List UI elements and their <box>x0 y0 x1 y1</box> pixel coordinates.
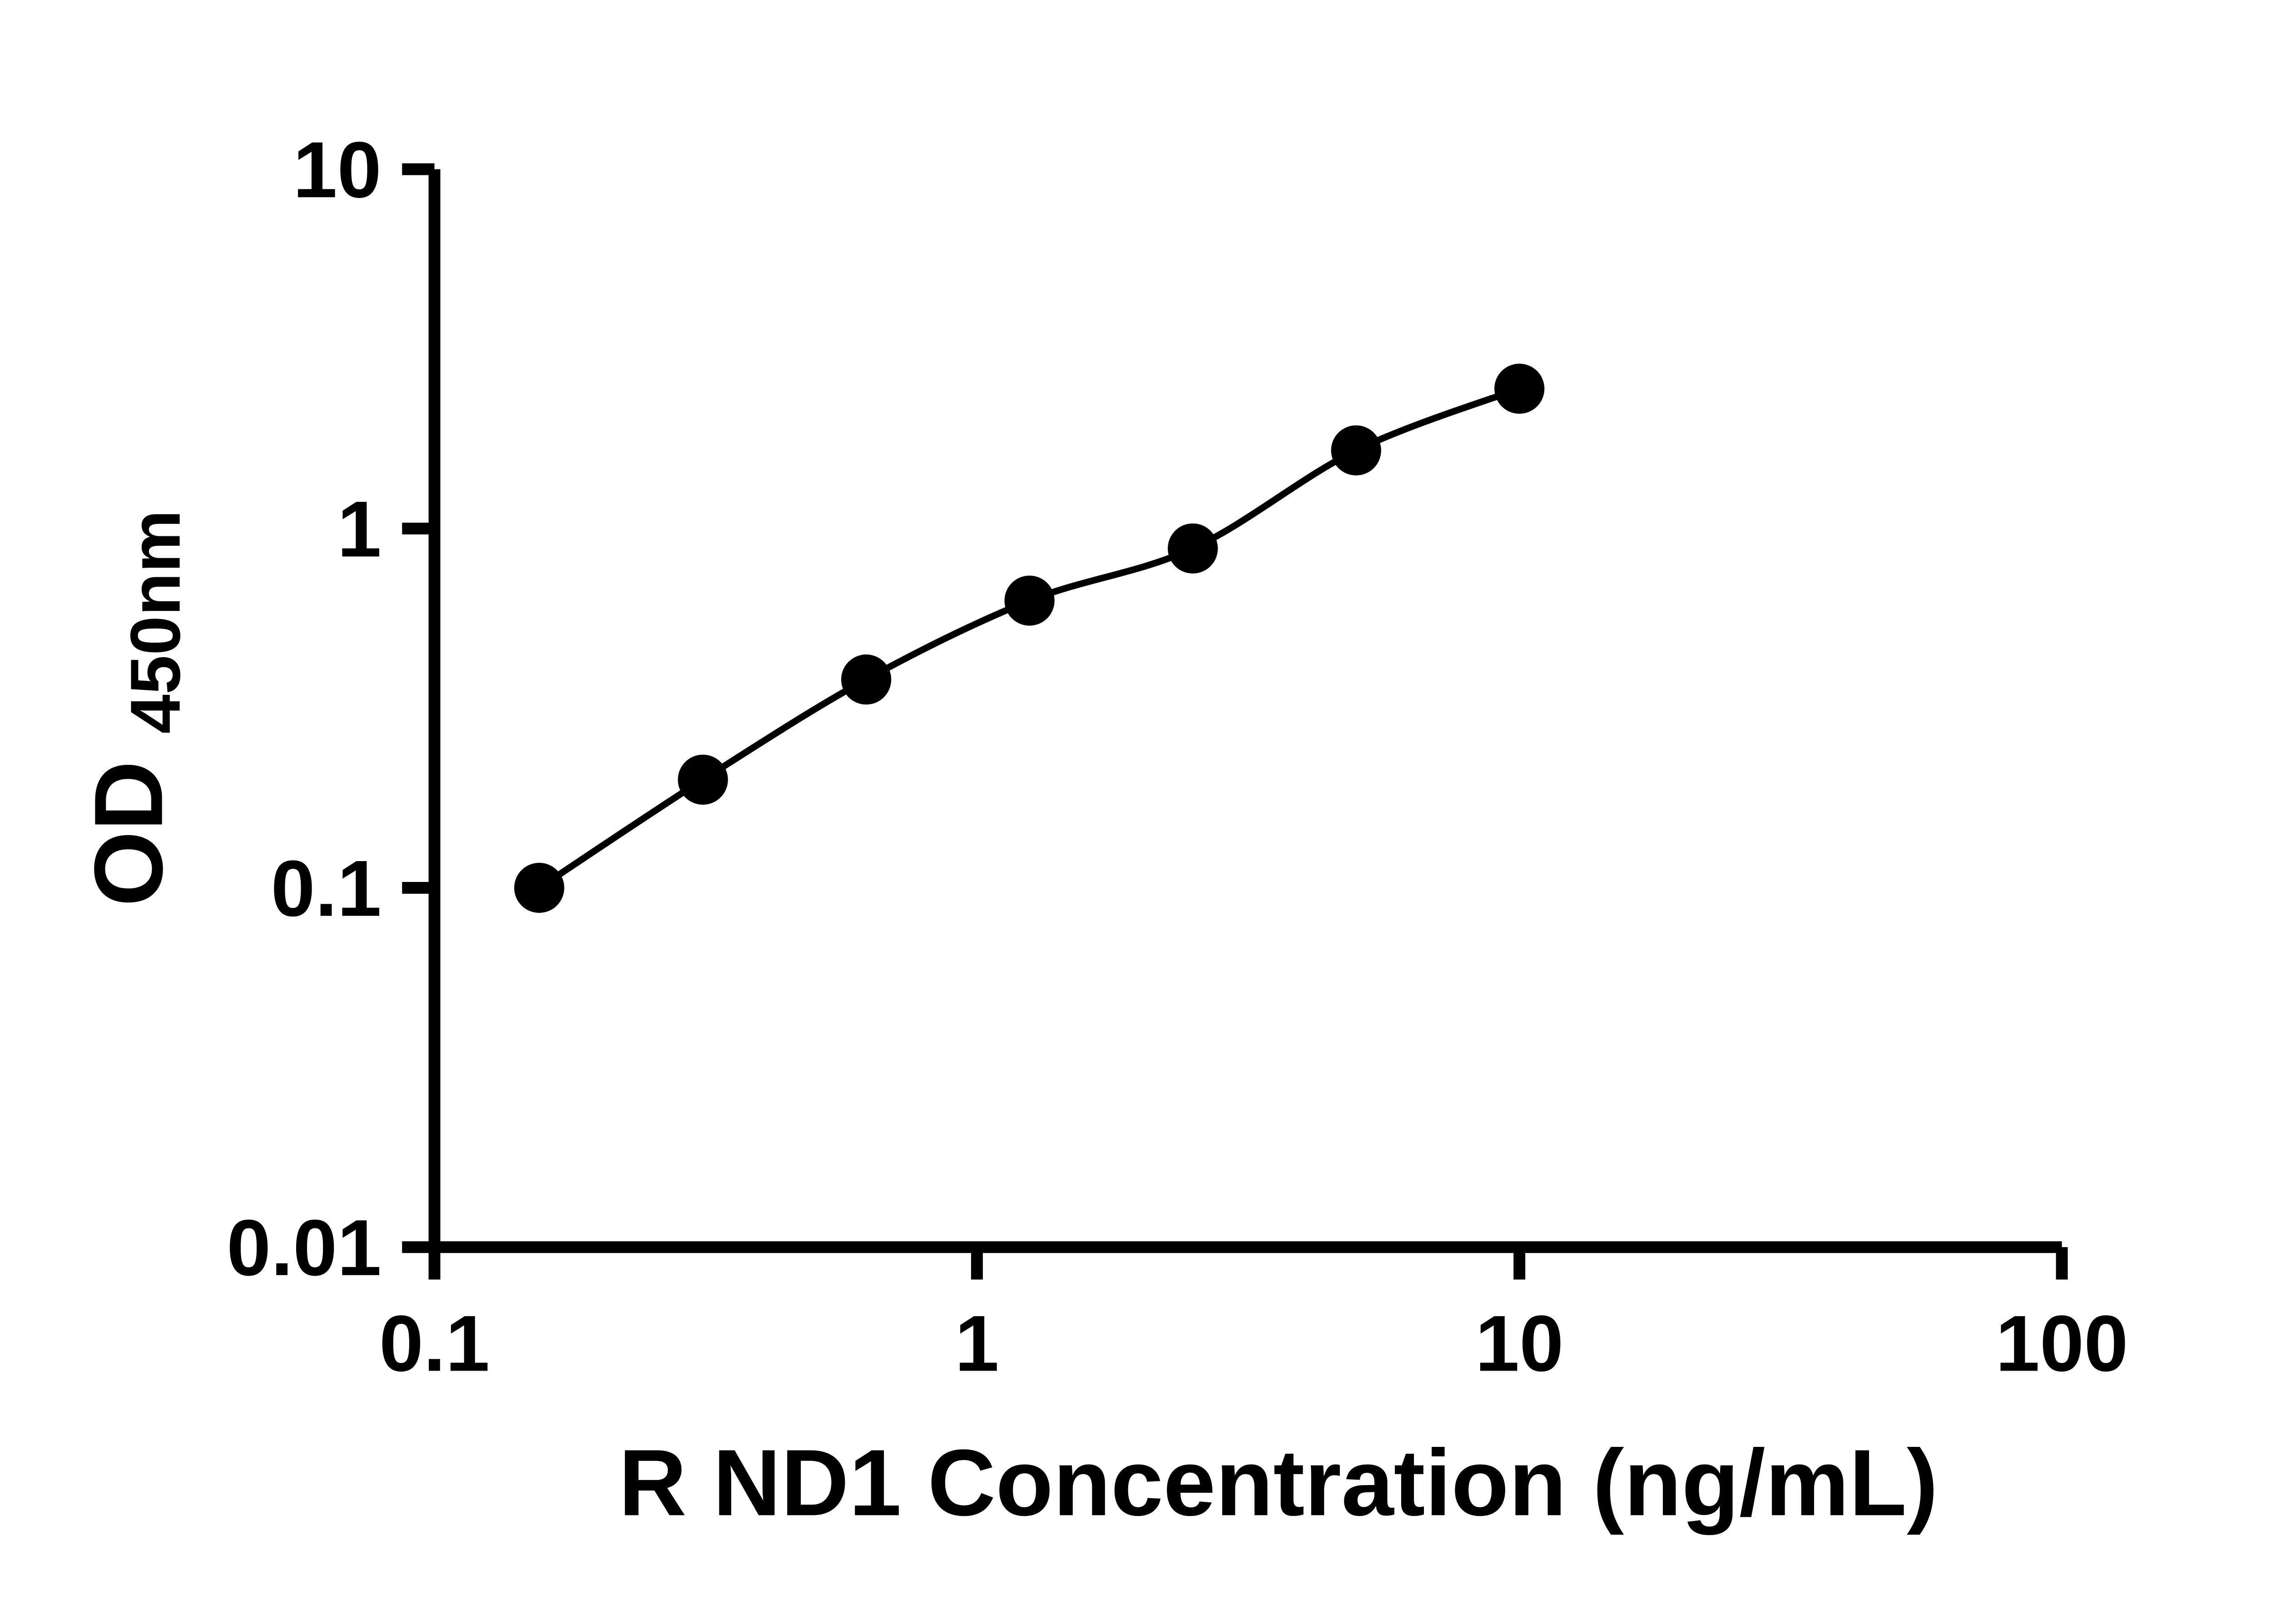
x-tick-label: 10 <box>1475 1299 1564 1388</box>
y-axis-title-sub: 450nm <box>116 510 195 734</box>
data-point <box>1494 363 1545 414</box>
data-point <box>1331 425 1381 475</box>
y-axis-title-main: OD <box>74 761 183 906</box>
y-tick-label: 0.01 <box>227 1203 382 1292</box>
y-tick-label: 1 <box>337 485 381 574</box>
y-tick-label: 0.1 <box>271 844 381 933</box>
data-point <box>841 654 892 705</box>
y-axis-title: OD 450nm <box>74 510 195 907</box>
data-point <box>1168 523 1218 574</box>
x-tick-label: 1 <box>955 1299 999 1388</box>
x-axis-title: R ND1 Concentration (ng/mL) <box>619 1430 1938 1535</box>
axes-line <box>428 169 2062 1253</box>
x-tick-label: 0.1 <box>379 1299 490 1388</box>
data-point <box>1004 575 1055 626</box>
data-point <box>514 862 565 913</box>
x-tick-label: 100 <box>1995 1299 2128 1388</box>
y-tick-label: 10 <box>293 125 382 214</box>
data-point <box>678 754 728 805</box>
